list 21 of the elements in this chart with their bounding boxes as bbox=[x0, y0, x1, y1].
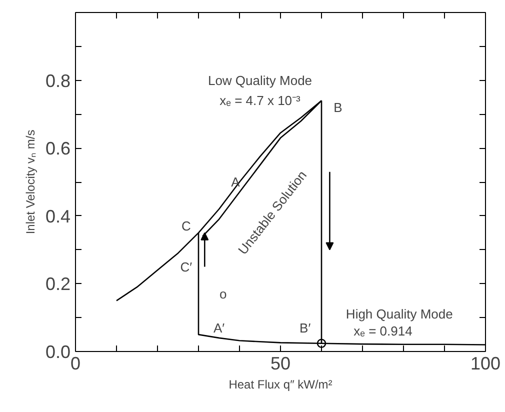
annotation: xₑ = 0.914 bbox=[354, 324, 412, 339]
x-tick-label: 50 bbox=[270, 354, 291, 374]
annotation: B bbox=[334, 100, 342, 115]
annotation: High Quality Mode bbox=[346, 306, 453, 322]
x-tick-label: 100 bbox=[470, 354, 501, 374]
x-tick-label: 0 bbox=[70, 354, 81, 374]
y-tick-label: 0.8 bbox=[45, 70, 71, 91]
annotation: B′ bbox=[300, 320, 312, 336]
annotation: Low Quality Mode bbox=[208, 72, 312, 88]
annotation: A bbox=[231, 174, 240, 190]
x-axis-title: Heat Flux q″ kW/m² bbox=[228, 378, 332, 392]
y-tick-label: 0.4 bbox=[45, 206, 71, 226]
y-tick-label: 0.6 bbox=[45, 138, 71, 159]
y-axis-title: Inlet Velocity vₙ m/s bbox=[23, 130, 38, 234]
annotation: C′ bbox=[180, 259, 193, 274]
annotation: xₑ = 4.7 x 10⁻³ bbox=[220, 93, 302, 108]
y-tick-label: 0.2 bbox=[45, 274, 71, 294]
annotation: o bbox=[219, 286, 227, 302]
annotation: C bbox=[182, 218, 191, 234]
annotation: A′ bbox=[213, 320, 226, 336]
y-tick-label: 0.0 bbox=[45, 342, 71, 362]
